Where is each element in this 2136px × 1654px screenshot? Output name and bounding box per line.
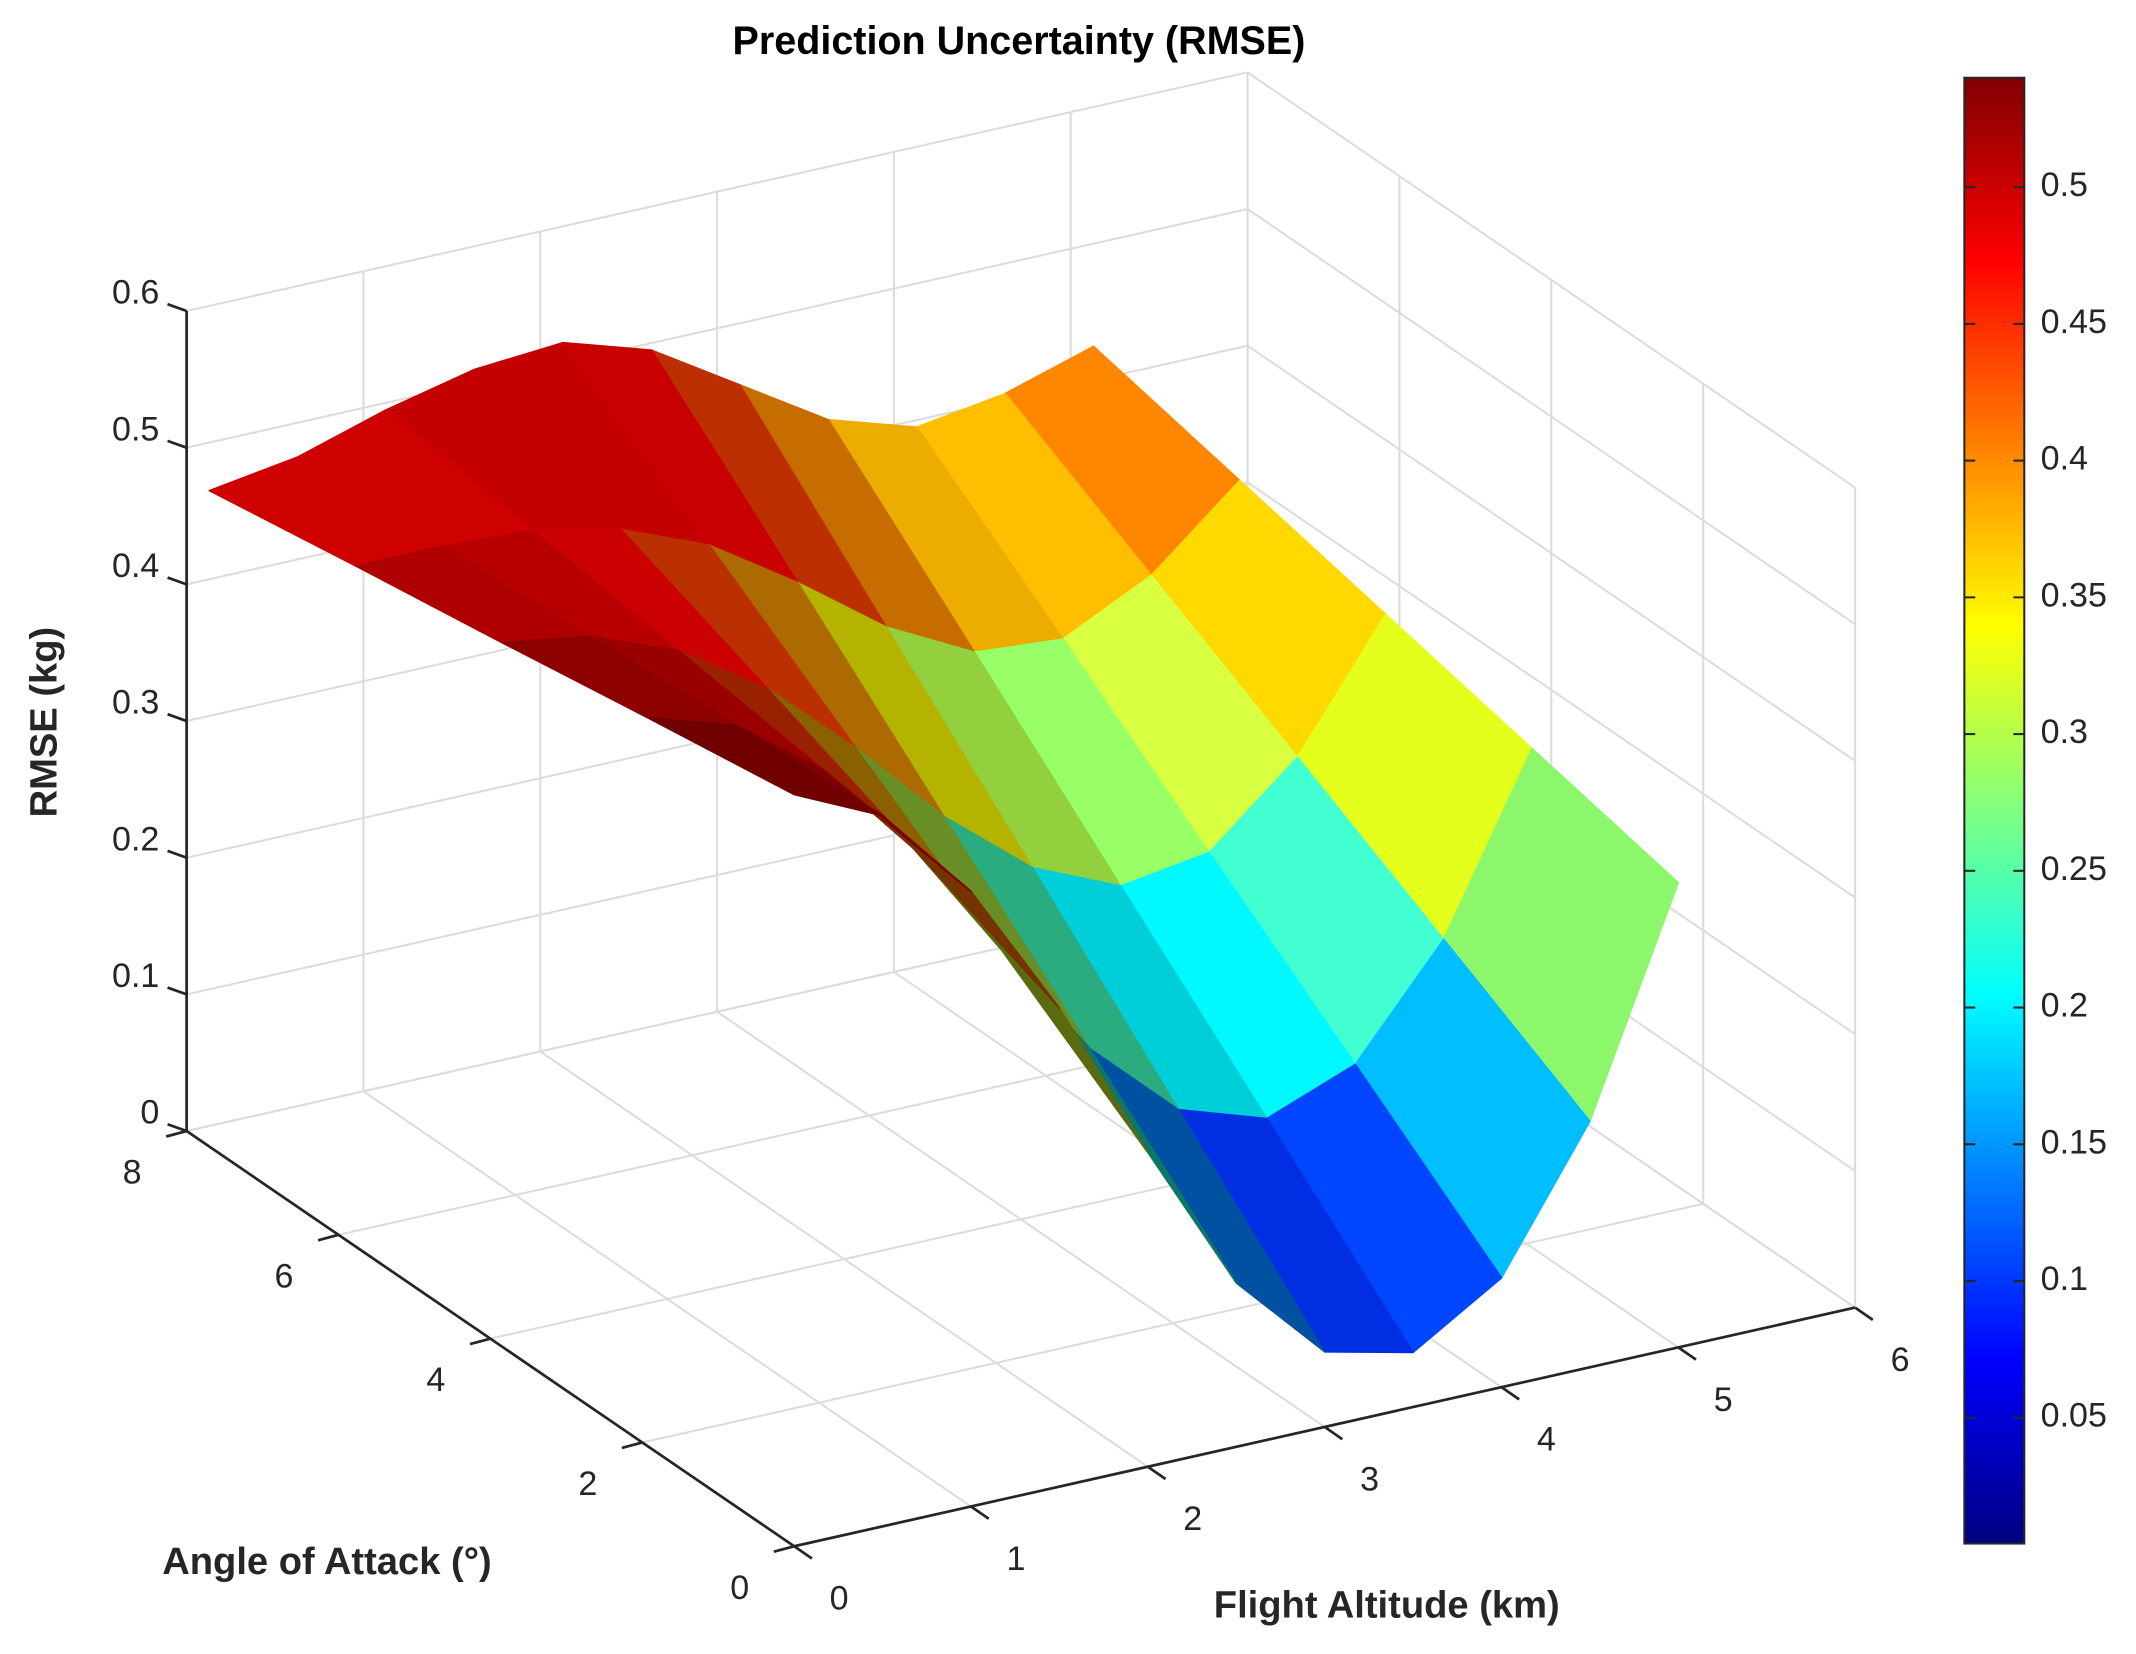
y-tick-label: 8 [123, 1154, 142, 1192]
x-tick-label: 5 [1714, 1381, 1733, 1419]
y-axis-title: Angle of Attack (°) [162, 1540, 491, 1583]
grid-line [1246, 344, 1856, 762]
grid-line [1246, 208, 1856, 626]
colorbar-tick-label: 0.4 [2041, 440, 2088, 478]
x-tick-label: 4 [1537, 1421, 1556, 1459]
chart-title: Prediction Uncertainty (RMSE) [733, 19, 1306, 63]
grid-line [1246, 71, 1856, 489]
z-axis-title: RMSE (kg) [22, 627, 65, 818]
x-tick [1500, 1386, 1520, 1401]
colorbar-tick-label: 0.1 [2041, 1260, 2088, 1298]
z-tick [167, 986, 188, 996]
z-tick-label: 0.2 [112, 820, 159, 858]
y-tick [165, 1129, 187, 1138]
grid-line [186, 71, 1248, 313]
x-axis-title: Flight Altitude (km) [1214, 1584, 1560, 1627]
x-tick [1323, 1425, 1344, 1441]
colorbar-tick-label: 0.05 [2041, 1397, 2107, 1435]
colorbar-tick-label: 0.3 [2041, 713, 2088, 751]
y-tick [621, 1441, 643, 1450]
y-tick [773, 1544, 795, 1554]
z-tick-label: 0.6 [112, 274, 159, 312]
x-tick-label: 0 [830, 1580, 849, 1618]
colorbar [1963, 76, 2026, 1545]
x-tick-label: 3 [1360, 1460, 1379, 1498]
z-tick [167, 439, 188, 449]
z-tick-label: 0.5 [112, 410, 159, 448]
y-tick-label: 6 [275, 1257, 294, 1295]
z-tick-label: 0.3 [112, 684, 159, 722]
x-tick [1677, 1346, 1697, 1361]
y-tick [317, 1233, 339, 1242]
y-tick-label: 2 [578, 1465, 597, 1503]
x-tick [1147, 1465, 1167, 1481]
z-tick [167, 849, 188, 859]
y-tick-label: 0 [730, 1569, 749, 1607]
surface-patch [647, 717, 884, 817]
z-tick-label: 0.4 [112, 547, 159, 585]
grid-line [186, 208, 1248, 449]
x-tick-label: 6 [1891, 1341, 1910, 1379]
grid-line [1246, 481, 1856, 899]
z-tick-label: 0.1 [112, 957, 159, 995]
y-tick-label: 4 [426, 1361, 445, 1399]
grid-line [642, 1202, 1704, 1444]
z-tick [167, 712, 188, 723]
colorbar-tick-label: 0.2 [2041, 987, 2088, 1025]
x-tick-label: 2 [1183, 1500, 1202, 1538]
colorbar-tick-label: 0.5 [2041, 166, 2088, 204]
colorbar-tick-label: 0.15 [2041, 1123, 2107, 1161]
x-tick-label: 1 [1006, 1540, 1025, 1578]
colorbar-tick-label: 0.25 [2041, 850, 2107, 888]
colorbar-tick-label: 0.45 [2041, 303, 2107, 341]
z-tick [167, 302, 188, 313]
y-tick [469, 1337, 491, 1346]
axes: 0 1 2 3 4 5 6 0 2 4 6 8 0 0.1 0.2 0.3 0.4 0.5 0.6 [112, 274, 1909, 1618]
colorbar-tick-label: 0.35 [2041, 576, 2107, 614]
surface [208, 341, 1680, 1354]
z-tick [167, 576, 188, 586]
z-tick-label: 0 [140, 1094, 159, 1132]
x-tick [970, 1505, 990, 1520]
x-tick [1854, 1306, 1874, 1321]
z-tick [167, 1122, 188, 1133]
x-tick [793, 1545, 813, 1560]
